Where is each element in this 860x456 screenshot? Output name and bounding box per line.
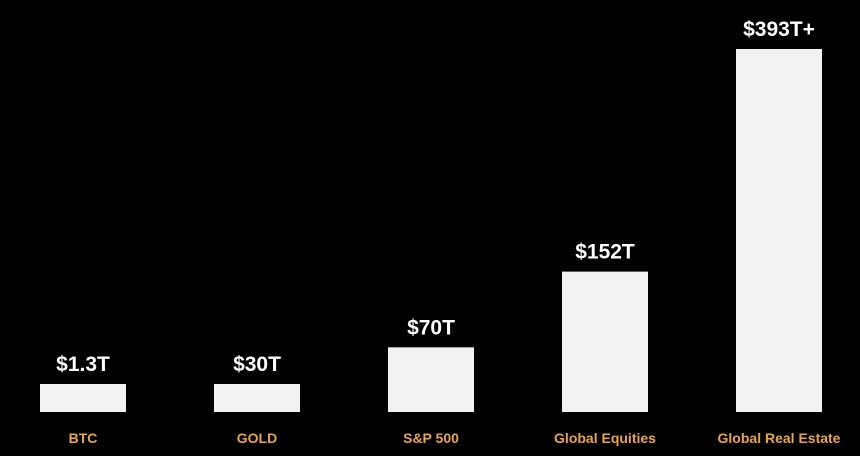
value-label-gold: $30T: [233, 353, 281, 376]
bar-global-equities: [562, 271, 648, 412]
value-label-btc: $1.3T: [56, 353, 110, 376]
category-label-s-p-500: S&P 500: [403, 430, 459, 446]
value-label-global-real-estate: $393T+: [743, 18, 815, 41]
bar-gold: [214, 384, 300, 412]
bar-btc: [40, 384, 126, 412]
bar-s-p-500: [388, 347, 474, 412]
value-label-s-p-500: $70T: [407, 316, 455, 339]
category-label-global-equities: Global Equities: [554, 430, 656, 446]
value-label-global-equities: $152T: [575, 241, 635, 264]
category-label-btc: BTC: [69, 430, 98, 446]
bar-global-real-estate: [736, 49, 822, 412]
category-label-global-real-estate: Global Real Estate: [718, 430, 841, 446]
category-label-gold: GOLD: [237, 430, 277, 446]
